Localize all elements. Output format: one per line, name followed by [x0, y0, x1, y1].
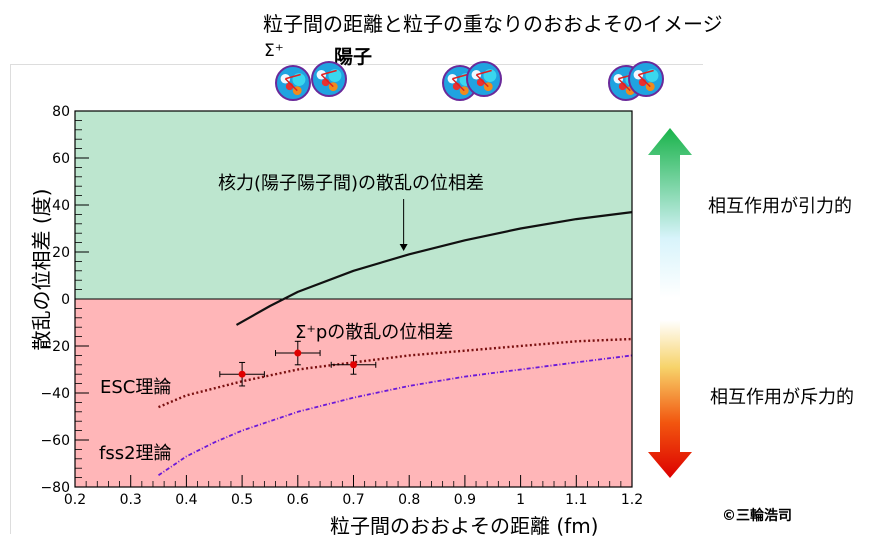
gluon-line — [451, 73, 468, 92]
nuclear-curve-label: 核力(陽子陽子間)の散乱の位相差 — [218, 173, 484, 194]
series-line-1 — [235, 211, 633, 326]
x-tick-label: 0.4 — [175, 492, 197, 508]
y-tick-label: −60 — [40, 433, 70, 449]
y-tick-label: −20 — [40, 339, 70, 355]
x-tick-label: 1.1 — [565, 492, 587, 508]
sigma-p-points-label: Σ⁺pの散乱の位相差 — [295, 322, 453, 343]
proton-particle-icon — [466, 61, 502, 97]
attractive-region — [75, 111, 632, 299]
sigma-particle-icon — [275, 65, 311, 101]
x-tick-label: 1.2 — [621, 492, 643, 508]
x-tick-label: 0.5 — [231, 492, 253, 508]
repulsive-region — [75, 299, 632, 487]
x-tick-label: 0.7 — [342, 492, 364, 508]
esc-curve-label: ESC理論 — [100, 377, 171, 398]
x-tick-label: 0.6 — [287, 492, 309, 508]
frame-left-line — [10, 64, 11, 534]
series-line-3 — [157, 354, 633, 477]
x-axis-label: 粒子間のおおよその距離 (fm) — [330, 514, 599, 538]
annotation-arrow-head — [399, 244, 408, 251]
particle-circle — [628, 61, 664, 97]
attractive-arrow-icon — [648, 128, 692, 298]
x-tick-label: 0.3 — [120, 492, 142, 508]
y-tick-label: 80 — [52, 104, 70, 120]
repulsive-label: 相互作用が斥力的 — [710, 387, 854, 408]
y-tick-label: 20 — [52, 245, 70, 261]
x-tick-label: 1 — [516, 492, 525, 508]
y-tick-label: 60 — [52, 151, 70, 167]
attractive-label: 相互作用が引力的 — [708, 196, 852, 217]
data-point — [294, 349, 302, 357]
y-tick-label: −80 — [40, 480, 70, 496]
data-point — [238, 370, 246, 378]
x-tick-label: 0.8 — [398, 492, 420, 508]
frame-top-line — [10, 64, 703, 65]
proton-label: 陽子 — [334, 46, 373, 68]
repulsive-arrow-icon — [648, 320, 692, 478]
data-point — [350, 361, 357, 369]
copyright-text: ©三輪浩司 — [722, 508, 792, 524]
top-title: 粒子間の距離と粒子の重なりのおおよそのイメージ — [263, 12, 723, 36]
sigma-label: Σ⁺ — [264, 41, 284, 61]
gluon-line — [637, 69, 654, 88]
y-tick-label: −40 — [40, 386, 70, 402]
y-tick-label: 40 — [52, 198, 70, 214]
gluon-line — [320, 69, 337, 88]
series-line-2 — [158, 337, 633, 409]
particle-circle — [466, 61, 502, 97]
proton-particle-icon — [311, 61, 347, 97]
proton-particle-icon — [628, 61, 664, 97]
fss2-curve-label: fss2理論 — [99, 443, 172, 464]
particle-circle — [275, 65, 311, 101]
y-tick-label: 0 — [61, 292, 70, 308]
gluon-line — [284, 73, 301, 92]
particle-circle — [311, 61, 347, 97]
x-tick-label: 0.9 — [454, 492, 476, 508]
x-tick-label: 0.2 — [64, 492, 86, 508]
gluon-line — [475, 69, 492, 88]
